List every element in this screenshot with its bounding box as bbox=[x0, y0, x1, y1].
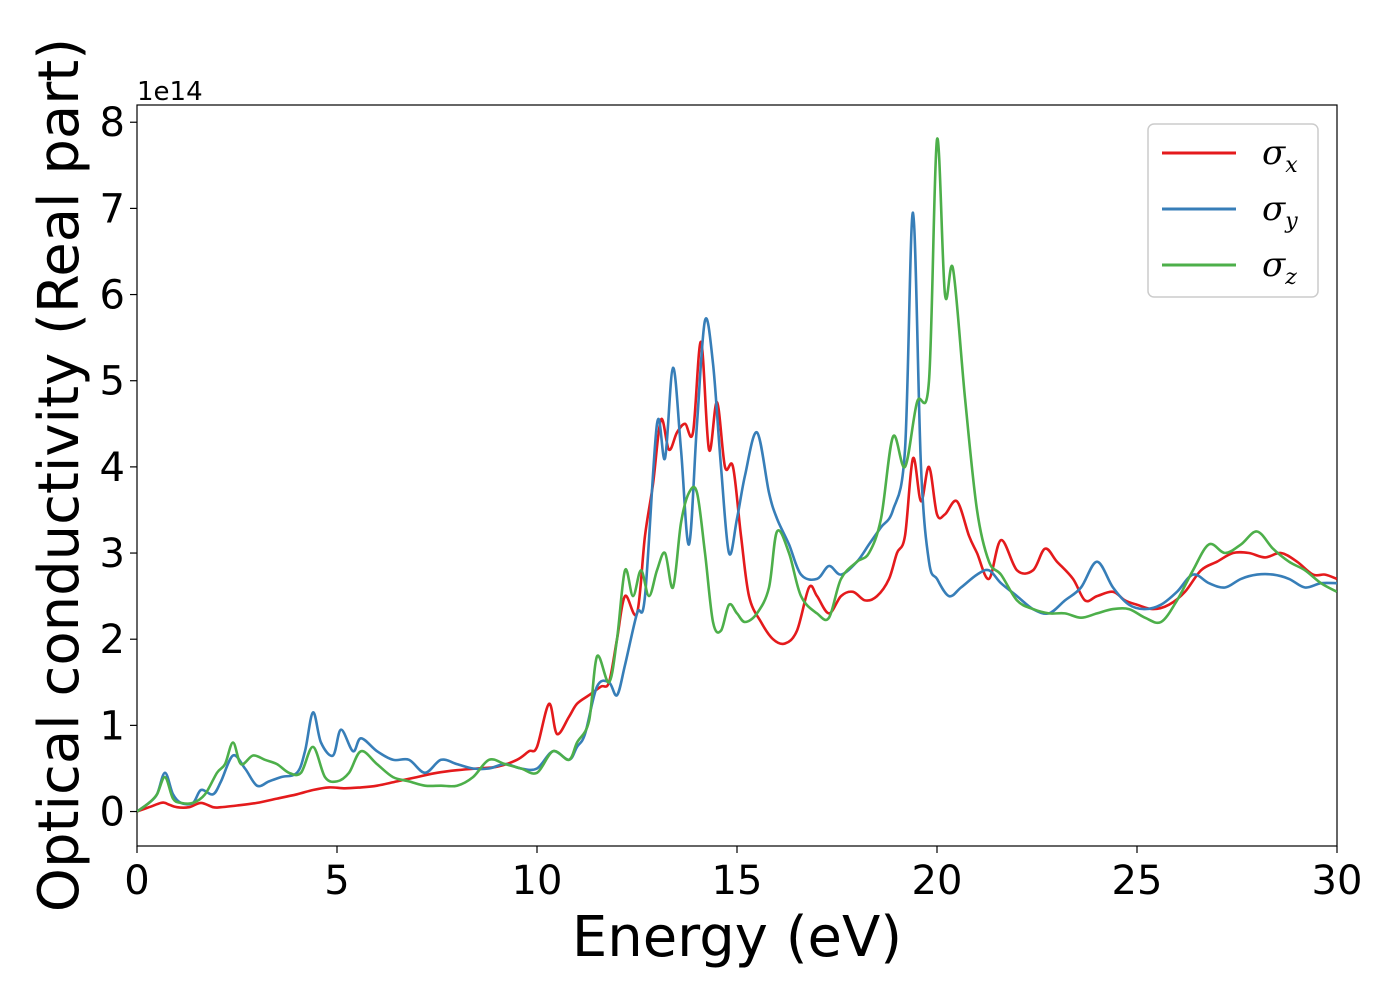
legend-subscript: y bbox=[1284, 209, 1298, 234]
series-line-z bbox=[137, 137, 1337, 813]
legend-label-x: σx bbox=[1262, 133, 1298, 178]
y-offset-label: 1e14 bbox=[137, 77, 203, 107]
series-group bbox=[137, 137, 1337, 813]
y-tick-label: 3 bbox=[100, 531, 125, 577]
y-tick-label: 4 bbox=[100, 445, 125, 491]
x-tick-label: 10 bbox=[512, 858, 563, 904]
y-axis: 0 1 2 3 4 5 6 7 8 bbox=[100, 100, 137, 836]
series-line-y bbox=[137, 211, 1337, 813]
legend-subscript: x bbox=[1285, 153, 1298, 178]
legend-label-z: σz bbox=[1262, 245, 1297, 290]
series-line-x bbox=[137, 340, 1337, 813]
legend-label-y: σy bbox=[1262, 189, 1298, 234]
x-tick-label: 25 bbox=[1112, 858, 1163, 904]
legend-symbol: σ bbox=[1262, 245, 1286, 285]
y-tick-label: 2 bbox=[100, 617, 125, 663]
x-tick-label: 30 bbox=[1312, 858, 1363, 904]
x-axis-label: Energy (eV) bbox=[572, 905, 902, 970]
x-tick-label: 5 bbox=[324, 858, 349, 904]
y-tick-label: 0 bbox=[100, 790, 125, 836]
x-tick-label: 0 bbox=[124, 858, 149, 904]
x-axis: 0 5 10 15 20 25 30 bbox=[124, 846, 1362, 904]
legend-symbol: σ bbox=[1262, 189, 1286, 229]
y-tick-label: 6 bbox=[100, 273, 125, 319]
x-tick-label: 20 bbox=[912, 858, 963, 904]
y-tick-label: 7 bbox=[100, 186, 125, 232]
legend-symbol: σ bbox=[1262, 133, 1286, 173]
y-axis-label: Optical conductivity (Real part) bbox=[27, 38, 92, 912]
legend-subscript: z bbox=[1284, 265, 1297, 290]
x-tick-label: 15 bbox=[712, 858, 763, 904]
y-tick-label: 8 bbox=[100, 100, 125, 146]
y-tick-label: 1 bbox=[100, 703, 125, 749]
y-tick-label: 5 bbox=[100, 359, 125, 405]
